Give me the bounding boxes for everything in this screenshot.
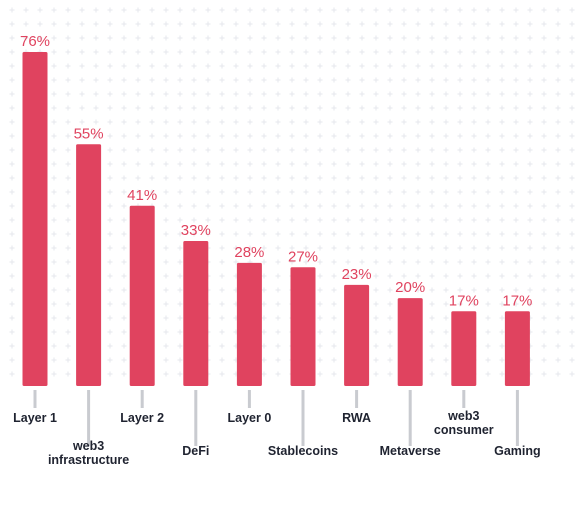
category-tick [194,390,198,446]
bar [129,205,155,386]
category-label: DeFi [182,444,209,458]
category-label: web3 consumer [434,409,494,437]
category-tick [515,390,519,446]
bar [76,144,102,386]
category-tick [301,390,305,446]
category-tick [462,390,466,408]
bar-value-label: 17% [502,292,532,309]
category-tick [355,390,359,408]
bar [397,298,423,386]
category-tick [33,390,37,408]
category-label: Stablecoins [268,444,338,458]
bar-value-label: 20% [395,279,425,296]
bar [290,267,316,386]
category-label: RWA [342,411,371,425]
category-label: Layer 1 [13,411,57,425]
bar [344,284,370,386]
category-label: Metaverse [380,444,441,458]
category-tick [87,390,91,446]
bar-value-label: 41% [127,187,157,204]
category-label: Gaming [494,444,541,458]
category-tick [140,390,144,408]
bar-value-label: 17% [449,292,479,309]
bars: 76% 55% 41% 33% 28% 27% 23% 20% 17% 17% [20,33,532,386]
bar-value-label: 33% [181,222,211,239]
category-tick [247,390,251,408]
bar [183,241,209,386]
bar-value-label: 27% [288,248,318,265]
category-label: Layer 0 [228,411,272,425]
bar-value-label: 55% [74,125,104,142]
bar [451,311,477,386]
bar-value-label: 76% [20,33,50,50]
category-ticks [33,390,519,446]
bar [236,262,262,386]
bar [504,311,530,386]
category-tick [408,390,412,446]
category-label: web3 infrastructure [48,439,129,467]
bar-value-label: 28% [234,244,264,261]
category-label: Layer 2 [120,411,164,425]
category-labels: Layer 1 web3 infrastructure Layer 2 DeFi Laye… [13,409,541,467]
bar-value-label: 23% [342,266,372,283]
bar [22,52,48,386]
